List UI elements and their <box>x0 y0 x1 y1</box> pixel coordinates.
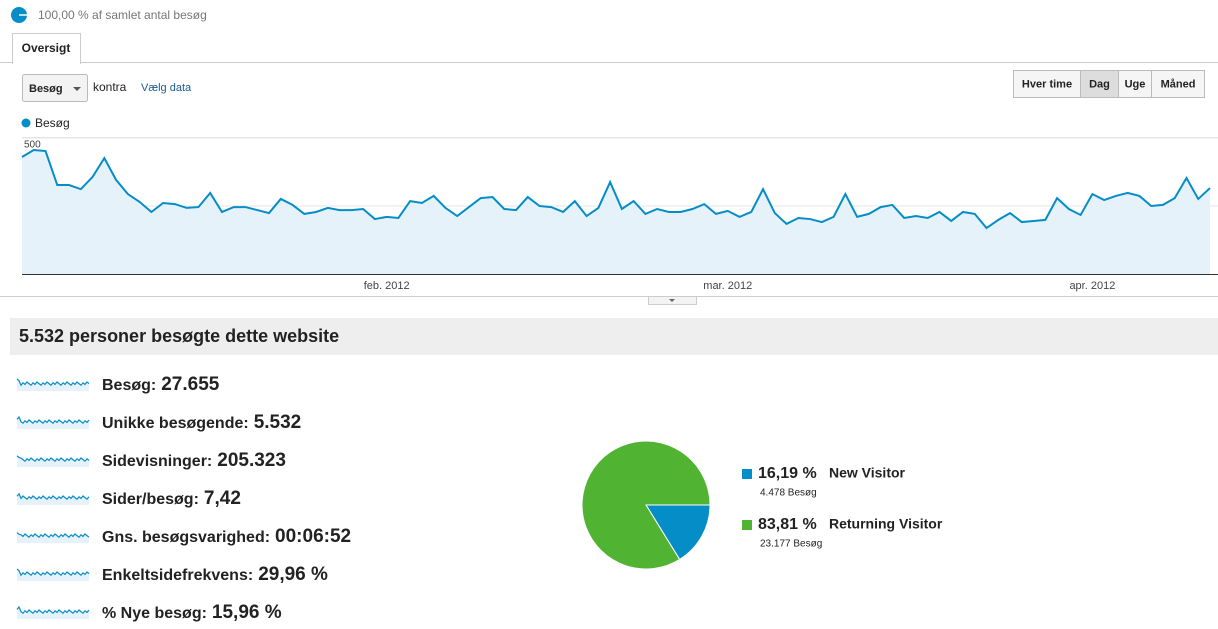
summary-title: 5.532 personer besøgte dette website <box>19 326 339 346</box>
metrics: Besøg: 27.655 Unikke besøgende: 5.532 Sidevi… <box>16 374 351 623</box>
metric-value: 7,42 <box>204 488 241 509</box>
period-button[interactable] <box>1080 70 1119 98</box>
toggle-arrow <box>669 299 675 302</box>
pie-value-label: 83,81 % <box>758 516 817 533</box>
period-button-label: Dag <box>1089 78 1110 90</box>
sparkline <box>16 532 90 539</box>
metric-dropdown-label: Besøg <box>29 83 63 95</box>
period-button[interactable] <box>1151 70 1205 98</box>
segment-label: 100,00 % af samlet antal besøg <box>38 8 207 22</box>
metric-value: 15,96 % <box>212 602 282 623</box>
versus-label: kontra <box>93 80 127 94</box>
legend-swatch <box>742 520 752 530</box>
pie-slice <box>645 504 711 561</box>
sparkline-area <box>17 493 89 505</box>
pie-value-label: 16,19 % <box>758 465 817 482</box>
metric-value: 00:06:52 <box>275 526 351 547</box>
period-button-label: Måned <box>1161 78 1196 90</box>
sparkline <box>16 605 90 615</box>
sparkline-area <box>17 607 89 619</box>
metric-value: 27.655 <box>161 374 220 395</box>
pie-category-label: Returning Visitor <box>829 516 943 532</box>
pie-sublabel: 23.177 Besøg <box>760 539 822 550</box>
period-button-label: Hver time <box>1022 78 1072 90</box>
sparkline-area <box>17 455 89 467</box>
sparkline <box>16 568 90 577</box>
metric-label: Sidevisninger: <box>102 453 212 470</box>
sparkline <box>16 378 90 387</box>
summary-bar <box>10 318 1218 355</box>
period-button[interactable] <box>1118 70 1152 98</box>
legend-dot <box>21 118 31 128</box>
select-data-link[interactable]: Vælg data <box>141 82 192 94</box>
metric-value: 5.532 <box>254 412 302 433</box>
pie-category-label: New Visitor <box>829 465 906 481</box>
metric-dropdown[interactable] <box>22 74 88 102</box>
pie-chart: 16,19 % New Visitor 4.478 Besøg 83,81 % Retu… <box>581 440 943 570</box>
pie-sublabel: 4.478 Besøg <box>760 488 817 499</box>
metric-label: Unikke besøgende: <box>102 415 249 432</box>
metric-label: Besøg: <box>102 377 156 394</box>
period-button-label: Uge <box>1125 78 1146 90</box>
sparkline-area <box>17 569 89 581</box>
x-tick-label: mar. 2012 <box>703 280 752 292</box>
legend-swatch <box>742 469 752 479</box>
metric-label: Sider/besøg: <box>102 491 199 508</box>
x-tick-label: apr. 2012 <box>1069 280 1115 292</box>
metric-label: % Nye besøg: <box>102 605 207 622</box>
tab-label: Oversigt <box>22 41 71 55</box>
metric-value: 205.323 <box>217 450 286 471</box>
period-buttons: Hver time Dag Uge Måned <box>1013 70 1205 98</box>
sparkline-area <box>17 379 89 391</box>
tab[interactable] <box>12 33 81 64</box>
sparkline-area <box>17 417 89 429</box>
metric-label: Enkeltsidefrekvens: <box>102 567 253 584</box>
legend-label: Besøg <box>35 116 70 130</box>
dropdown-arrow <box>73 87 81 91</box>
sparkline <box>16 415 90 425</box>
x-tick-label: feb. 2012 <box>364 280 410 292</box>
y-tick-label: 500 <box>24 140 41 151</box>
line-series <box>21 148 1211 230</box>
sparkline-area <box>17 532 89 543</box>
line-area <box>22 149 1210 274</box>
metric-value: 29,96 % <box>258 564 328 585</box>
sparkline <box>16 492 90 501</box>
pie-slice <box>581 440 711 570</box>
metric-label: Gns. besøgsvarighed: <box>102 529 270 546</box>
sparkline <box>16 455 90 463</box>
